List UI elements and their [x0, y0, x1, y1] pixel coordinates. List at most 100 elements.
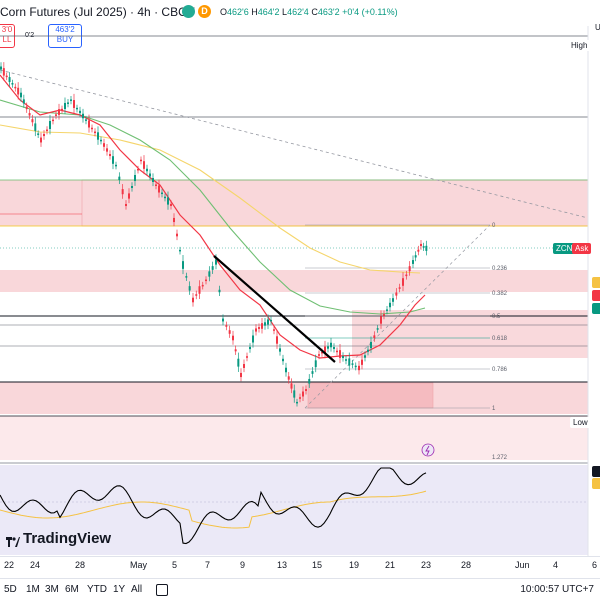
range-3m[interactable]: 3M	[45, 584, 59, 595]
candle	[185, 276, 188, 278]
osc-axis-marker-1	[592, 466, 600, 477]
candle	[37, 133, 40, 135]
candle	[318, 354, 320, 356]
candle	[273, 329, 275, 331]
candle	[97, 132, 99, 140]
candle	[264, 322, 266, 326]
range-1m[interactable]: 1M	[26, 584, 40, 595]
sell-label: LL	[2, 35, 12, 44]
candle	[364, 355, 366, 358]
ema-slow	[0, 124, 421, 274]
time-axis[interactable]: 22 24 28 May 5 7 9 13 15 19 21 23 28 Jun 4 6	[0, 556, 600, 577]
price-chart[interactable]: 0 0.236 0.382 0.5 0.618 0.786 1 1.272	[0, 26, 600, 556]
range-ytd[interactable]: YTD	[87, 584, 107, 595]
candle	[225, 325, 228, 327]
candlestick-series[interactable]	[0, 62, 428, 407]
fib-level-label: 0.382	[492, 291, 508, 297]
time-tick: Jun	[515, 560, 530, 570]
candle	[237, 358, 240, 367]
candle	[34, 123, 37, 131]
candle	[121, 189, 124, 195]
range-1y[interactable]: 1Y	[113, 584, 126, 595]
ohlc-close: 463'2	[317, 7, 340, 17]
range-6m[interactable]: 6M	[65, 584, 79, 595]
delayed-data-icon[interactable]	[198, 5, 211, 18]
candle	[205, 279, 207, 282]
zone-2[interactable]	[0, 270, 588, 292]
candle	[408, 266, 411, 272]
candle	[215, 259, 217, 265]
symbol-price-tag[interactable]: ZCN	[553, 243, 576, 254]
candle	[188, 286, 191, 291]
candle	[22, 99, 25, 104]
candle	[218, 289, 221, 293]
market-status-icon[interactable]	[182, 5, 195, 18]
time-tick: 24	[30, 560, 41, 570]
candle	[195, 294, 198, 296]
candle	[327, 346, 329, 349]
drawn-trendline[interactable]	[213, 255, 336, 363]
time-tick: 5	[172, 560, 178, 570]
candle	[106, 148, 108, 152]
ohlc-low: 462'4	[287, 7, 309, 17]
zone-3[interactable]	[352, 310, 588, 358]
candle	[398, 287, 401, 289]
candle	[211, 266, 214, 270]
candle	[131, 186, 133, 188]
candle	[420, 243, 422, 247]
tradingview-logo[interactable]: TradingView	[6, 530, 111, 548]
candle	[422, 246, 425, 248]
price-axis-letter: U	[595, 23, 600, 32]
candle	[311, 371, 314, 374]
fib-level-label: 0.236	[492, 266, 508, 272]
ema-fast	[0, 74, 426, 359]
candle	[198, 286, 201, 294]
fib-retracement[interactable]	[305, 224, 490, 409]
candle	[383, 314, 385, 316]
candle	[25, 106, 28, 110]
time-tick: 4	[553, 560, 559, 570]
clock[interactable]: 10:00:57 UTC+7	[520, 584, 594, 595]
tradingview-logo-icon	[6, 534, 20, 548]
range-all[interactable]: All	[131, 584, 143, 595]
order-block[interactable]	[307, 382, 434, 409]
time-tick: 6	[592, 560, 598, 570]
candle	[100, 139, 102, 142]
buy-label: BUY	[56, 35, 74, 44]
calendar-icon[interactable]	[156, 584, 168, 596]
candle	[46, 129, 48, 132]
candle	[88, 120, 90, 128]
candle	[61, 108, 63, 111]
candle	[79, 110, 81, 114]
dashed-trendline[interactable]	[0, 69, 589, 219]
symbol-title[interactable]: Corn Futures (Jul 2025) · 4h · CBOT	[0, 5, 195, 19]
candle	[17, 87, 20, 95]
resistance-zone[interactable]	[0, 180, 588, 226]
delayed-badge: D	[201, 6, 208, 16]
candle	[91, 127, 93, 130]
candle	[94, 131, 96, 134]
candle	[240, 372, 242, 378]
candle	[249, 346, 251, 350]
axis-marker-3	[592, 303, 600, 314]
ask-price-tag[interactable]: Ask	[572, 243, 592, 254]
chart-header: Corn Futures (Jul 2025) · 4h · CBOT D O4…	[0, 0, 600, 26]
event-icon[interactable]	[421, 443, 435, 457]
candle	[173, 217, 175, 223]
range-5d[interactable]: 5D	[4, 584, 17, 595]
ohlc-change: +0'4 (+0.11%)	[342, 7, 398, 17]
candle	[82, 113, 84, 119]
ohlc-close-label: C	[311, 7, 318, 17]
candle	[208, 271, 211, 277]
candle	[261, 323, 263, 329]
candle	[321, 351, 323, 354]
fib-level-label: 0.786	[492, 367, 508, 373]
time-tick: 15	[312, 560, 323, 570]
candle	[293, 390, 296, 398]
candle	[305, 389, 307, 391]
candle	[425, 245, 428, 251]
candle	[8, 77, 11, 83]
high-label: High	[568, 40, 591, 51]
candle	[232, 335, 234, 341]
candle	[182, 261, 184, 269]
